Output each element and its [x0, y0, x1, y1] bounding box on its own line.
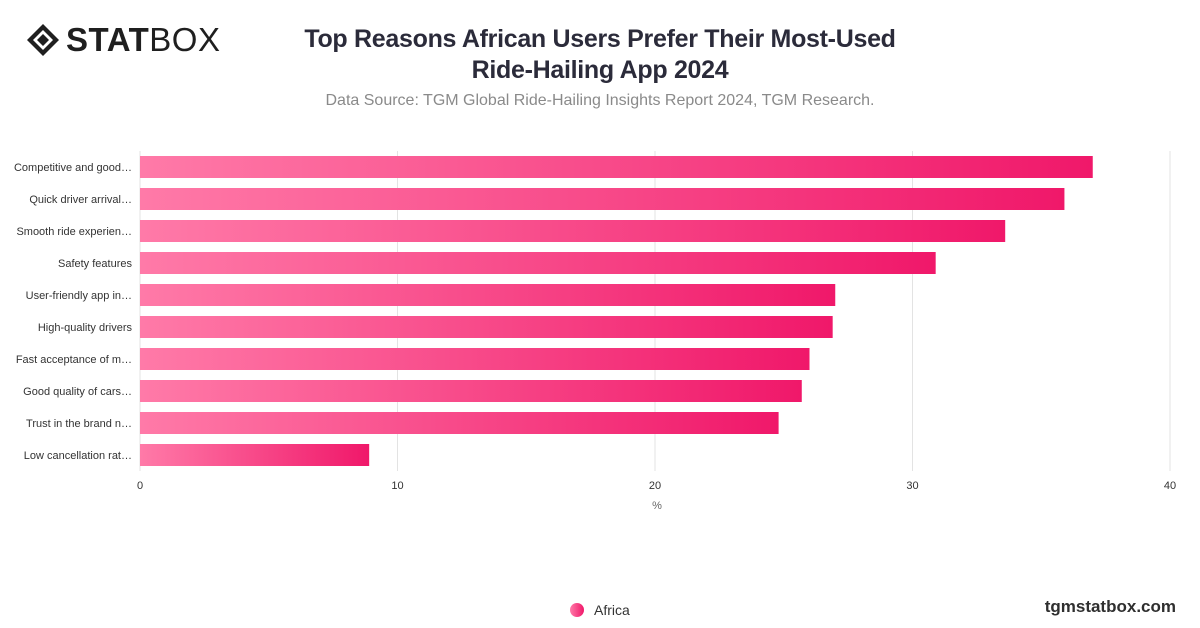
bar-0[interactable] — [140, 156, 1093, 178]
category-label: Competitive and good… — [14, 162, 132, 174]
bar-6[interactable] — [140, 348, 810, 370]
statbox-logo: STATBOX — [26, 22, 220, 58]
category-labels: Competitive and good… Quick driver arriva… — [14, 162, 133, 462]
bar-5[interactable] — [140, 316, 833, 338]
bar-2[interactable] — [140, 220, 1006, 242]
category-label: User-friendly app in… — [26, 290, 132, 302]
legend-label-africa: Africa — [594, 602, 630, 618]
category-label: Low cancellation rat… — [24, 450, 132, 462]
x-tick-label: 20 — [649, 480, 661, 492]
logo-thin-text: BOX — [149, 21, 221, 58]
category-label: Safety features — [58, 258, 132, 270]
chart-subtitle: Data Source: TGM Global Ride-Hailing Ins… — [325, 92, 875, 109]
logo-wordmark: STATBOX — [66, 22, 220, 58]
legend[interactable]: Africa — [570, 602, 630, 618]
bar-3[interactable] — [140, 252, 936, 274]
bar-7[interactable] — [140, 380, 802, 402]
category-label: Smooth ride experien… — [16, 226, 132, 238]
category-label: Fast acceptance of m… — [16, 354, 132, 366]
category-label: High-quality drivers — [38, 322, 133, 334]
legend-marker-africa — [570, 603, 584, 617]
x-tick-label: 30 — [906, 480, 918, 492]
category-label: Quick driver arrival… — [29, 194, 132, 206]
footer-url: tgmstatbox.com — [1044, 597, 1176, 616]
x-axis-ticks: 0 10 20 30 40 — [137, 480, 1176, 492]
logo-bold-text: STAT — [66, 21, 150, 58]
category-label: Trust in the brand n… — [26, 418, 132, 430]
bar-8[interactable] — [140, 412, 779, 434]
x-tick-label: 40 — [1164, 480, 1176, 492]
x-tick-label: 0 — [137, 480, 143, 492]
x-tick-label: 10 — [391, 480, 403, 492]
bar-4[interactable] — [140, 284, 836, 306]
bars — [140, 156, 1093, 466]
chart-title: Top Reasons African Users Prefer Their M… — [304, 25, 896, 84]
diamond-logo-icon — [27, 24, 59, 56]
bar-9[interactable] — [140, 444, 370, 466]
bar-1[interactable] — [140, 188, 1065, 210]
category-label: Good quality of cars… — [23, 386, 132, 398]
x-axis-label: % — [652, 500, 662, 512]
